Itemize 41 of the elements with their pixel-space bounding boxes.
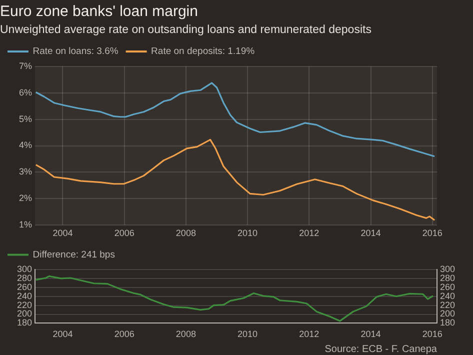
y2-tick-label: 180 — [440, 318, 456, 328]
x-tick-label: 2014 — [360, 228, 381, 238]
y-tick-label: 1% — [18, 220, 32, 230]
y-tick-label: 240 — [16, 290, 32, 301]
y-tick-label: 7% — [18, 60, 32, 71]
x-tick-label: 2012 — [299, 329, 320, 340]
y-tick-label: 220 — [16, 300, 32, 310]
x-tick-label: 2008 — [176, 329, 196, 340]
x-tick-label: 2014 — [360, 329, 381, 340]
x-tick-label: 2004 — [52, 329, 73, 340]
legend-label: Rate on deposits: 1.19% — [151, 46, 256, 58]
source-note: Source: ECB - F. Canepa — [324, 344, 438, 355]
y-tick-label: 260 — [16, 282, 32, 292]
y-tick-label: 4% — [18, 140, 32, 150]
y-tick-label: 200 — [16, 308, 32, 319]
chart-title: Euro zone banks' loan margin — [0, 3, 198, 20]
y2-tick-label: 200 — [440, 308, 456, 319]
y2-tick-label: 260 — [440, 282, 456, 292]
y2-tick-label: 220 — [440, 300, 456, 310]
y-tick-label: 300 — [16, 264, 32, 274]
legend-label: Difference: 241 bps — [32, 249, 116, 260]
x-tick-label: 2004 — [52, 228, 73, 238]
y2-tick-label: 280 — [440, 272, 456, 283]
x-tick-label: 2012 — [299, 228, 320, 238]
x-tick-label: 2008 — [176, 228, 196, 238]
y-tick-label: 2% — [18, 193, 32, 204]
y-tick-label: 3% — [18, 166, 32, 177]
x-tick-label: 2016 — [422, 329, 442, 340]
y2-tick-label: 240 — [440, 290, 456, 301]
x-tick-label: 2006 — [114, 329, 134, 340]
y-tick-label: 6% — [18, 87, 32, 98]
x-tick-label: 2006 — [114, 228, 134, 238]
x-tick-label: 2010 — [238, 329, 258, 340]
x-tick-label: 2010 — [238, 228, 258, 238]
legend-label: Rate on loans: 3.6% — [32, 46, 119, 58]
y2-tick-label: 300 — [440, 264, 456, 274]
y-tick-label: 5% — [18, 114, 32, 124]
x-tick-label: 2016 — [422, 228, 442, 238]
y-tick-label: 180 — [16, 318, 32, 328]
y-tick-label: 280 — [16, 272, 32, 283]
chart-subtitle: Unweighted average rate on outsanding loans and remunerated deposits — [0, 24, 372, 36]
